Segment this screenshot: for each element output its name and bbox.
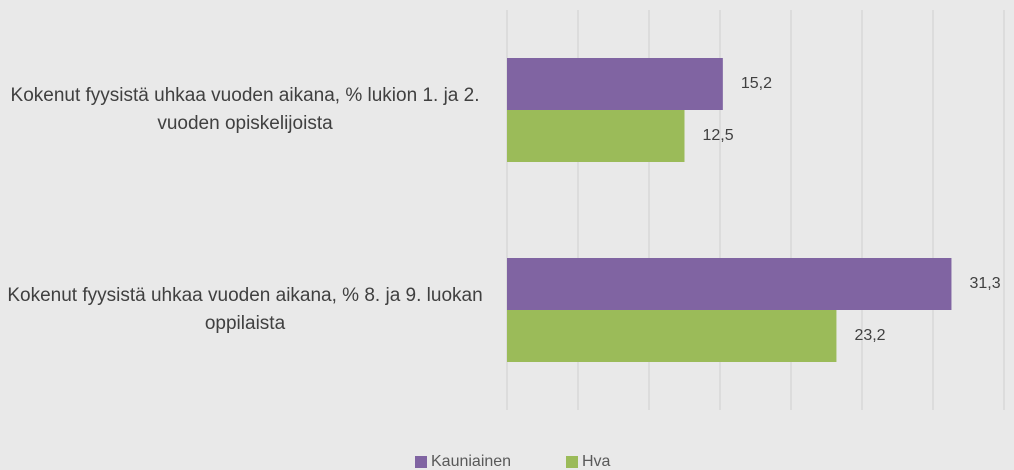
legend-swatch [415,456,427,468]
bar [507,58,723,110]
legend-swatch [566,456,578,468]
value-label: 12,5 [703,127,734,144]
bar [507,310,837,362]
category-label: Kokenut fyysistä uhkaa vuoden aikana, % … [10,85,480,134]
legend-label: Kauniainen [431,453,511,470]
category-label: Kokenut fyysistä uhkaa vuoden aikana, % … [7,285,483,334]
legend-label: Hva [582,453,611,470]
value-label: 23,2 [854,327,885,344]
value-label: 15,2 [741,75,772,92]
value-label: 31,3 [969,275,1000,292]
bar [507,110,685,162]
bar [507,258,952,310]
